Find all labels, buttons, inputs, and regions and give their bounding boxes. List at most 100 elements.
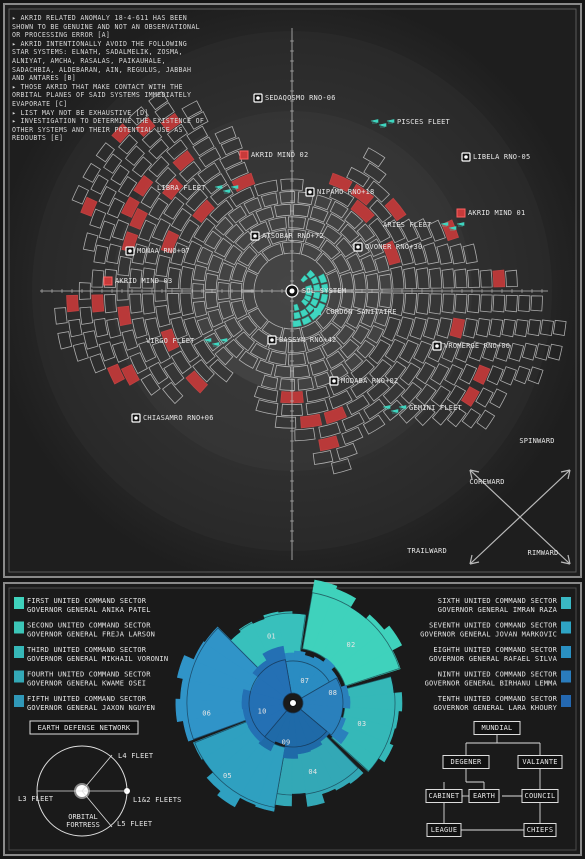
cell bbox=[552, 319, 567, 336]
cell bbox=[339, 223, 360, 244]
arrow-head bbox=[469, 554, 480, 565]
cell bbox=[223, 316, 243, 338]
fleet-label: ARIES FLEET bbox=[383, 221, 432, 229]
cell bbox=[103, 294, 118, 314]
zone-label: 03 bbox=[357, 720, 366, 728]
cell bbox=[305, 218, 326, 235]
cell bbox=[346, 308, 364, 329]
cell bbox=[238, 213, 259, 232]
cell bbox=[374, 309, 390, 327]
org-box bbox=[521, 789, 559, 803]
sector-name: FIFTH UNITED COMMAND SECTOR bbox=[27, 695, 147, 703]
cell bbox=[540, 319, 554, 337]
cell bbox=[381, 316, 401, 342]
cell bbox=[341, 426, 364, 445]
cell bbox=[446, 406, 467, 428]
cell bbox=[489, 388, 508, 409]
fleet-ship bbox=[440, 222, 449, 227]
sector-swatch bbox=[561, 597, 571, 609]
org-label: COUNCIL bbox=[525, 792, 556, 800]
cell bbox=[242, 291, 258, 312]
cell bbox=[91, 269, 105, 288]
zone-label: 02 bbox=[347, 641, 356, 649]
cell bbox=[396, 316, 414, 340]
cell bbox=[346, 166, 370, 188]
fleet-label: VIRGO FLEET bbox=[146, 337, 195, 345]
direction-label: COREWARD bbox=[469, 478, 504, 486]
cell bbox=[192, 264, 208, 282]
note: ▸ AKRID INTENTIONALLY AVOID THE FOLLOWIN… bbox=[12, 39, 192, 83]
cell bbox=[140, 186, 161, 209]
note: ▸ LIST MAY NOT BE EXHAUSTIVE [D] bbox=[12, 108, 149, 117]
cell bbox=[148, 91, 169, 111]
cell bbox=[346, 394, 370, 416]
cell bbox=[413, 340, 433, 364]
cell bbox=[346, 253, 364, 274]
cordon-cell bbox=[300, 274, 309, 283]
cordon-cell bbox=[299, 308, 309, 318]
cell bbox=[148, 197, 169, 221]
cell bbox=[196, 317, 214, 336]
cell bbox=[231, 299, 248, 320]
system-dot bbox=[270, 338, 274, 342]
fleet-ship bbox=[211, 342, 220, 347]
sector-name: TENTH UNITED COMMAND SECTOR bbox=[438, 695, 558, 703]
cell bbox=[82, 162, 101, 183]
cell bbox=[441, 268, 455, 289]
cell bbox=[131, 243, 148, 265]
cell bbox=[481, 341, 499, 362]
cell bbox=[243, 197, 262, 215]
system-label: SOL SYSTEM bbox=[302, 287, 346, 295]
cell bbox=[382, 381, 406, 405]
infested-cell bbox=[185, 370, 209, 394]
cell bbox=[369, 359, 392, 383]
cell bbox=[466, 294, 481, 314]
infested-cell bbox=[381, 240, 401, 266]
cell bbox=[128, 106, 149, 126]
cell bbox=[521, 342, 538, 361]
sector-governor: GOVERNOR GENERAL RAFAEL SILVA bbox=[429, 655, 558, 663]
cell bbox=[281, 327, 303, 341]
cell bbox=[330, 458, 352, 475]
system-label: ATSOBAR RNO+72 bbox=[262, 232, 324, 240]
system-dot bbox=[256, 96, 260, 100]
cell bbox=[409, 316, 427, 340]
infested-cell bbox=[91, 294, 105, 313]
cell bbox=[247, 307, 269, 330]
cell bbox=[499, 366, 517, 386]
cell bbox=[90, 174, 109, 195]
cell bbox=[207, 254, 224, 274]
zone-border bbox=[302, 592, 401, 687]
cell bbox=[356, 339, 376, 359]
org-label: MUNDIAL bbox=[482, 724, 513, 732]
cell bbox=[331, 307, 351, 329]
cell bbox=[384, 338, 406, 363]
infested-cell bbox=[66, 294, 79, 313]
note: ▸ AKRID RELATED ANOMALY 18-4-611 HAS BEE… bbox=[12, 14, 200, 40]
sector-governor: GOVERNOR GENERAL JAXON NGUYEN bbox=[27, 704, 155, 712]
cell bbox=[415, 293, 430, 315]
cell bbox=[218, 262, 235, 282]
note: ▸ INVESTIGATION TO DETERMINE THE EXISTEN… bbox=[12, 117, 205, 143]
system-dot bbox=[289, 288, 295, 294]
cell bbox=[82, 330, 99, 350]
cell bbox=[514, 319, 529, 338]
system-label: MONAA RNO+07 bbox=[137, 247, 190, 255]
sector-swatch bbox=[561, 670, 571, 683]
cell bbox=[98, 220, 116, 241]
cell bbox=[454, 341, 473, 363]
cell bbox=[224, 223, 245, 244]
cell bbox=[274, 415, 297, 429]
system-dot bbox=[464, 155, 468, 159]
cell bbox=[214, 216, 234, 236]
cordon-cell bbox=[305, 303, 315, 314]
cell bbox=[255, 399, 279, 416]
cell bbox=[170, 207, 192, 232]
infested-cell bbox=[449, 317, 466, 339]
cell bbox=[479, 269, 493, 288]
map-frame bbox=[8, 8, 577, 573]
cell bbox=[204, 272, 219, 290]
cell bbox=[255, 359, 275, 376]
cell bbox=[441, 340, 460, 363]
cell bbox=[79, 306, 94, 325]
